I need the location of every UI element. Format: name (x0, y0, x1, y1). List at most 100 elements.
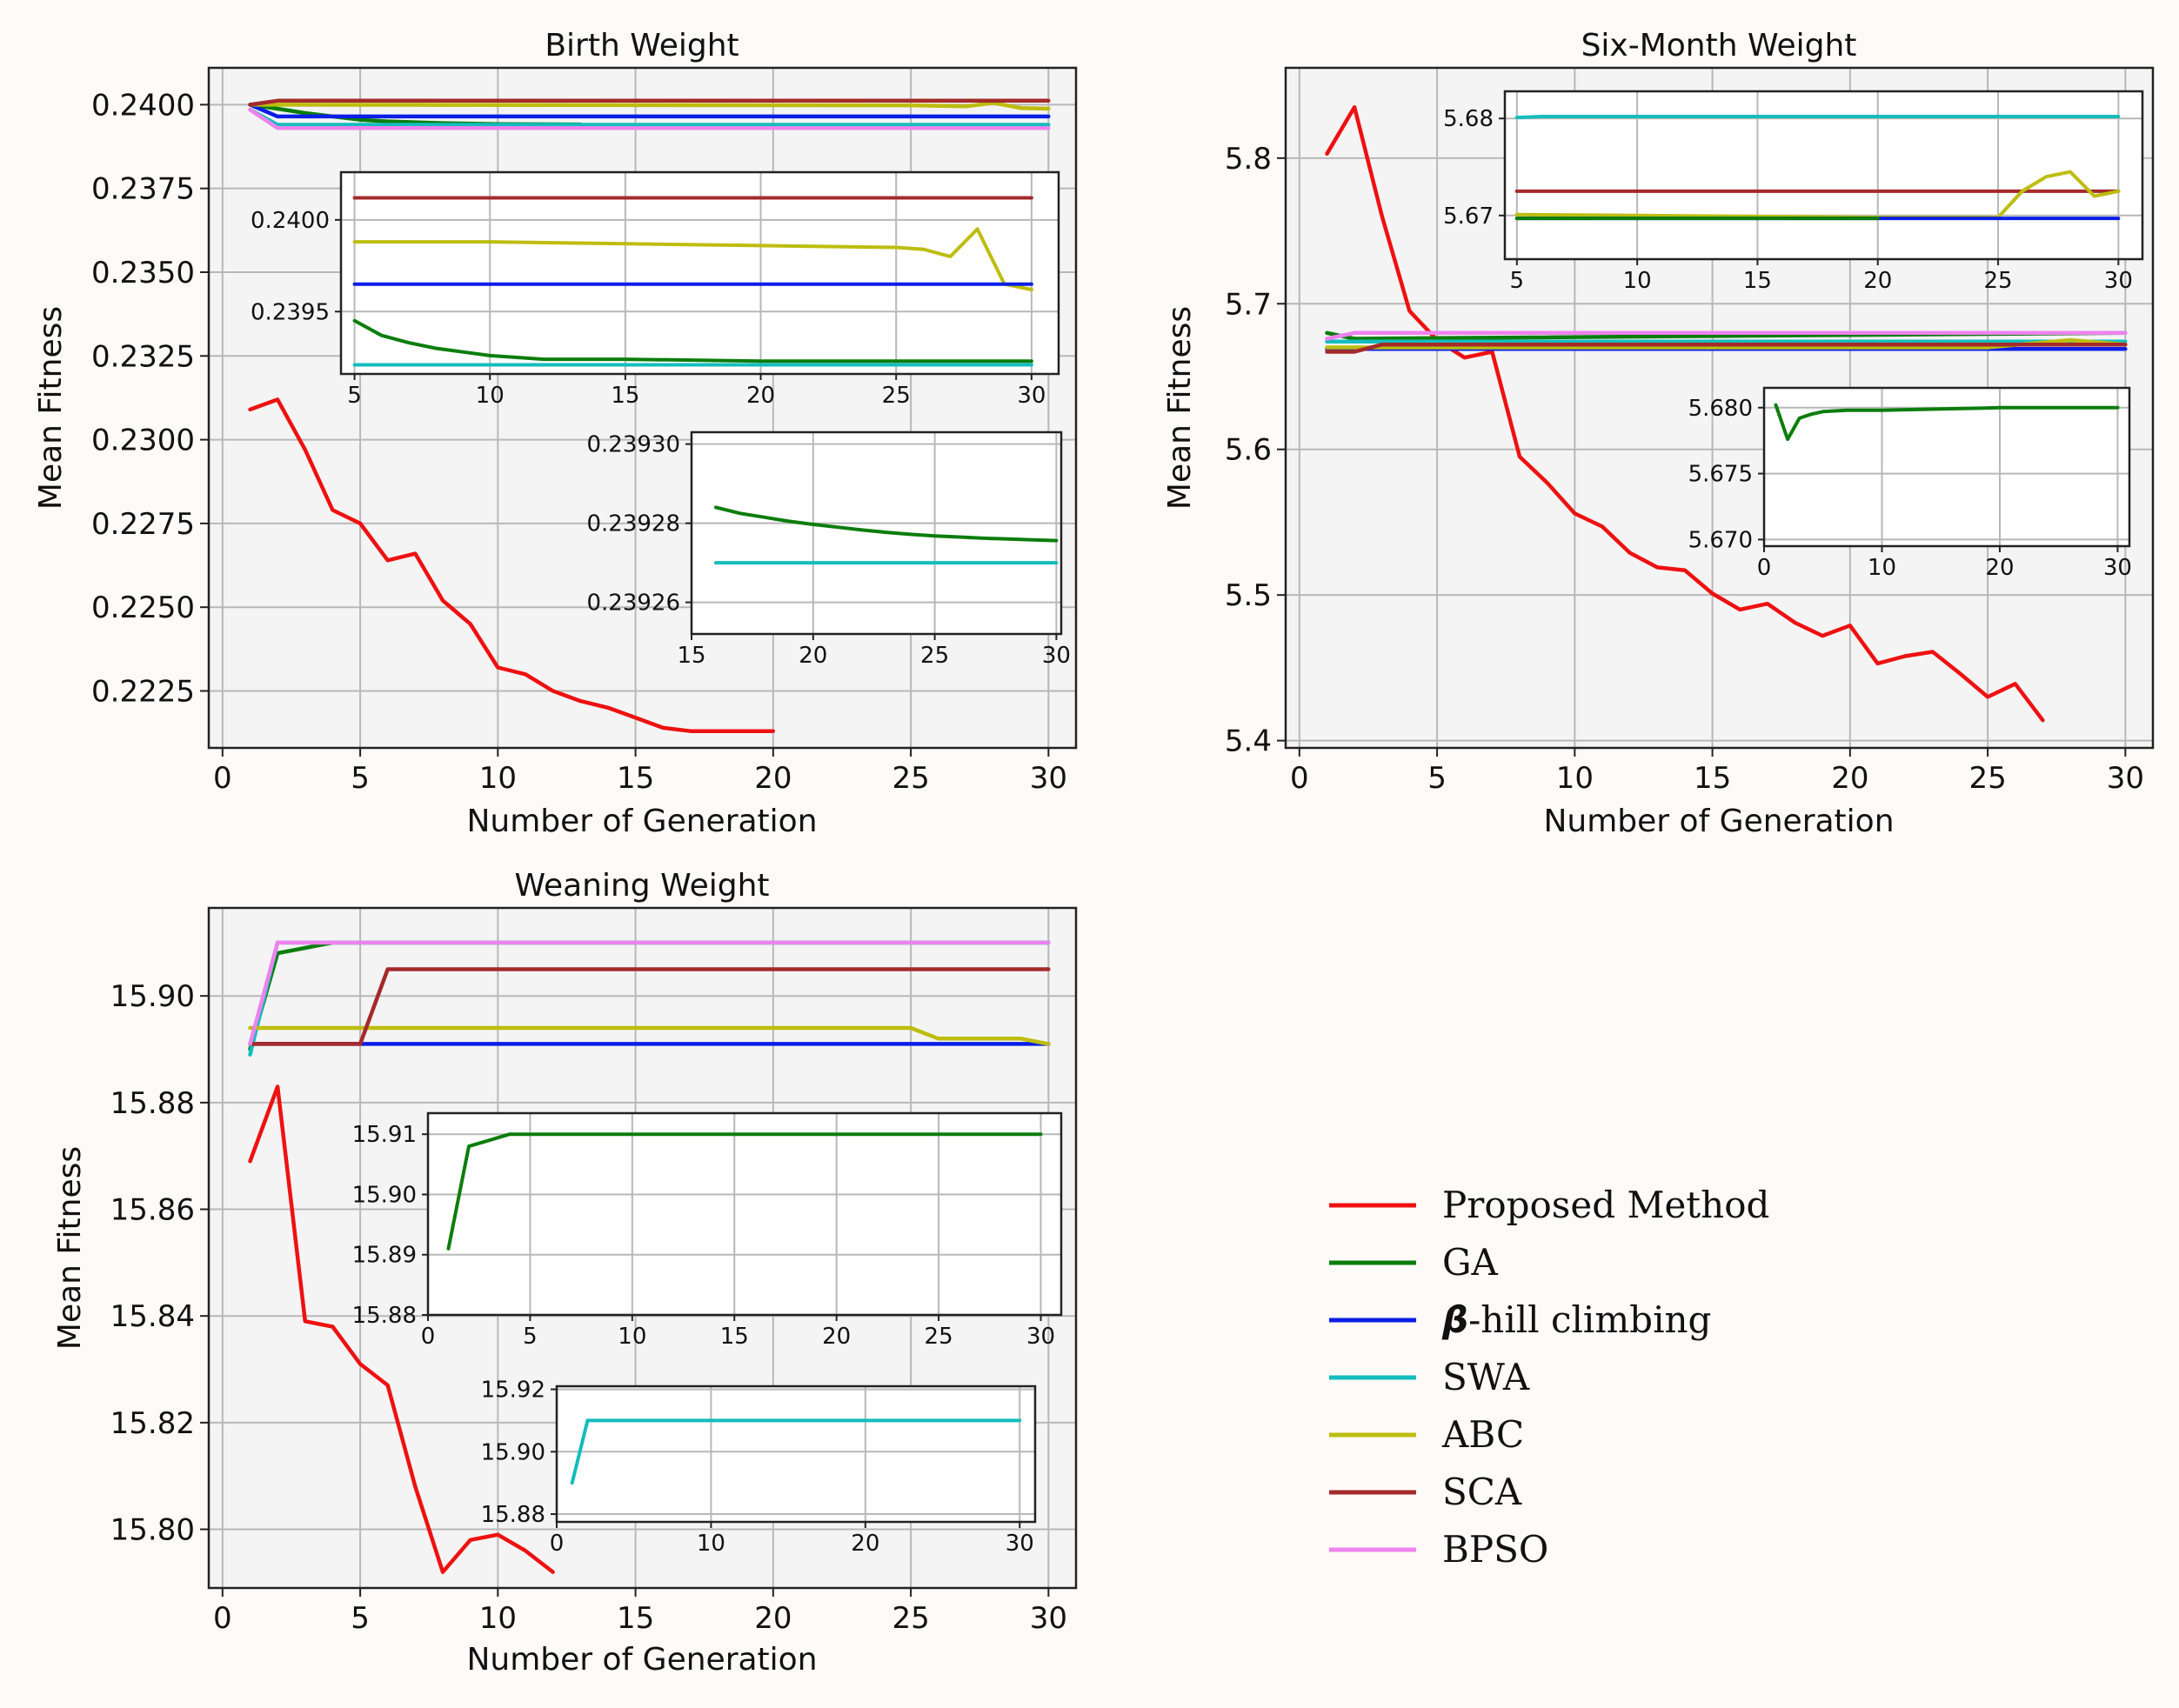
y-tick-label: 15.90 (481, 1439, 545, 1465)
x-tick-label: 0 (421, 1324, 436, 1350)
series-line-abc (248, 101, 1051, 111)
legend-item-ga: GA (1329, 1241, 1499, 1284)
y-tick-label: 0.2300 (91, 424, 195, 458)
x-tick-label: 15 (720, 1324, 749, 1350)
inset-frame (555, 1384, 1037, 1524)
x-axis-label: Number of Generation (1543, 804, 1894, 839)
series-line-proposed-method (248, 397, 776, 733)
x-tick-label: 10 (476, 383, 505, 409)
x-tick-label: 0 (1290, 761, 1309, 796)
y-tick-label: 0.2395 (251, 299, 330, 325)
x-tick-label: 25 (920, 643, 949, 669)
y-tick-label: 0.2375 (91, 172, 195, 207)
x-tick-label: 10 (1868, 555, 1896, 581)
inset-ticks: 0 10 20 30 15.88 15.90 15.92 (481, 1378, 1034, 1557)
y-tick-label: 15.91 (352, 1122, 417, 1148)
legend-item-beta-hill-climbing: β-hill climbing (1329, 1298, 1711, 1341)
inset-ticks: 15 20 25 30 0.23926 0.23928 0.23930 (586, 432, 1070, 669)
series-line-ga (446, 1132, 1043, 1251)
inset-zoom-2: 0 10 20 30 5.670 5.675 5.680 (1688, 386, 2132, 581)
legend-item-sca: SCA (1329, 1471, 1522, 1513)
y-tick-label: 5.5 (1225, 578, 1272, 613)
series-line-ga (1774, 403, 2120, 442)
legend-item-bpso: BPSO (1329, 1528, 1548, 1571)
x-tick-label: 15 (677, 643, 705, 669)
y-tick-label: 5.8 (1225, 142, 1272, 177)
y-tick-label: 5.680 (1688, 396, 1753, 422)
x-tick-label: 10 (618, 1324, 646, 1350)
x-tick-label: 10 (1623, 268, 1652, 294)
x-tick-label: 30 (2107, 761, 2144, 796)
x-tick-label: 25 (1983, 268, 2012, 294)
chart-title: Six-Month Weight (1581, 28, 1857, 63)
y-tick-label: 5.67 (1443, 203, 1494, 230)
x-tick-label: 10 (479, 1601, 517, 1636)
x-tick-label: 30 (2104, 268, 2133, 294)
x-tick-label: 10 (1556, 761, 1594, 796)
series-line-proposed-method (248, 1084, 555, 1574)
x-tick-label: 0 (1757, 555, 1772, 581)
inset-frame (339, 170, 1060, 376)
series-line-bpso (1325, 330, 2128, 341)
y-tick-label: 0.2275 (91, 507, 195, 542)
x-tick-label: 25 (892, 1601, 929, 1636)
legend-label-prefix: β (1441, 1298, 1468, 1341)
chart-title: Weaning Weight (514, 868, 769, 904)
y-axis-label: Mean Fitness (52, 1146, 88, 1350)
x-tick-label: 25 (925, 1324, 953, 1350)
legend-item-proposed-method: Proposed Method (1329, 1184, 1769, 1226)
y-tick-label: 0.2250 (91, 590, 195, 625)
inset-ticks: 0 5 10 15 20 25 30 15.88 15.89 15.90 15.91 (352, 1122, 1056, 1350)
series-line-bpso (248, 940, 1051, 1046)
inset-zoom-2: 15 20 25 30 0.23926 0.23928 0.23930 (586, 430, 1071, 669)
x-tick-label: 20 (799, 643, 827, 669)
y-tick-label: 15.80 (110, 1513, 195, 1548)
y-axis-label: Mean Fitness (1162, 306, 1198, 510)
series-line-sca (248, 98, 1051, 107)
series-line-swa (570, 1418, 1022, 1485)
x-tick-label: 20 (746, 383, 775, 409)
inset-ticks: 0 10 20 30 5.670 5.675 5.680 (1688, 396, 2132, 581)
inset-lines (352, 196, 1033, 367)
y-tick-label: 15.84 (110, 1299, 195, 1334)
x-tick-label: 5 (351, 1601, 370, 1636)
panel-six-month-weight: 0 5 10 15 20 25 30 5.4 5.5 5.6 5.7 5.8 Six-Month We… (1162, 28, 2155, 839)
inset-frame (426, 1111, 1063, 1317)
y-tick-label: 0.2225 (91, 675, 195, 710)
panel-birth-weight: 0 5 10 15 20 25 30 0.2225 0.2250 0.2275 0.2300 0.23… (33, 28, 1078, 839)
legend-item-swa: SWA (1329, 1356, 1530, 1398)
x-tick-label: 15 (617, 1601, 654, 1636)
legend-label: Proposed Method (1442, 1184, 1769, 1226)
plot-frame (207, 906, 1078, 1590)
inset-frame (690, 430, 1063, 636)
legend: Proposed Method GA β-hill climbing SWA ABC SC… (1329, 1184, 1769, 1571)
x-tick-label: 30 (1026, 1324, 1055, 1350)
y-tick-label: 0.23928 (586, 511, 680, 537)
x-tick-label: 20 (1831, 761, 1868, 796)
y-tick-label: 15.89 (352, 1243, 417, 1269)
legend-label-text: -hill climbing (1468, 1298, 1711, 1341)
x-tick-label: 0 (213, 761, 232, 796)
inset-lines (446, 1132, 1043, 1251)
y-tick-label: 0.23926 (586, 590, 680, 617)
x-tick-label: 20 (1863, 268, 1892, 294)
series-line-abc (248, 1025, 1051, 1046)
x-tick-label: 20 (822, 1324, 851, 1350)
x-tick-label: 15 (1743, 268, 1772, 294)
y-tick-label: 5.675 (1688, 462, 1753, 488)
x-tick-label: 5 (523, 1324, 538, 1350)
x-axis-label: Number of Generation (466, 1642, 817, 1678)
inset-zoom-1: 5 10 15 20 25 30 5.67 5.68 (1443, 90, 2144, 294)
y-tick-label: 5.7 (1225, 287, 1272, 322)
series-line-abc (1514, 170, 2121, 219)
series-line-sca (1325, 342, 2128, 354)
x-tick-label: 10 (479, 761, 517, 796)
y-tick-label: 5.4 (1225, 724, 1272, 759)
x-tick-label: 5 (347, 383, 362, 409)
plot-frame (207, 66, 1078, 750)
x-tick-label: 5 (351, 761, 370, 796)
y-tick-label: 15.88 (481, 1502, 545, 1528)
inset-plot-area (1764, 388, 2129, 546)
